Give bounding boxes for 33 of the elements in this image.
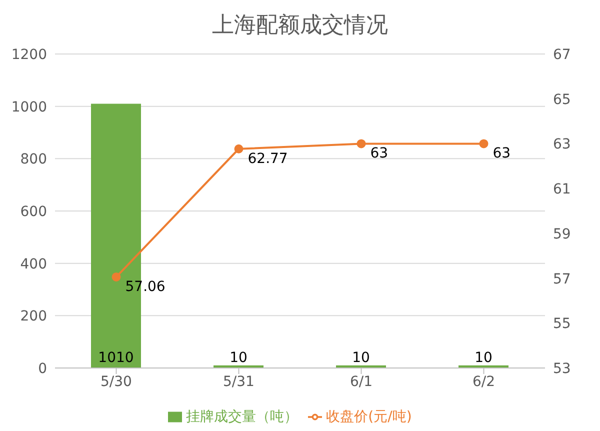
y-tick-label: 800 (20, 152, 47, 168)
data-label: 1010 (98, 350, 134, 366)
y2-tick-label: 59 (553, 226, 571, 242)
x-tick-label: 6/1 (350, 374, 373, 390)
y-tick-label: 600 (20, 204, 47, 220)
y2-tick-label: 61 (553, 182, 571, 198)
y2-tick-label: 65 (553, 92, 571, 108)
y2-tick-label: 63 (553, 136, 571, 153)
y2-tick-label: 53 (553, 360, 571, 377)
y-tick-label: 400 (20, 256, 47, 272)
point (112, 272, 121, 282)
y-tick-label: 1000 (11, 99, 47, 116)
data-label: 10 (230, 350, 248, 366)
x-tick-label: 6/2 (472, 374, 496, 390)
point (356, 139, 366, 148)
y2-tick-label: 67 (553, 46, 571, 63)
data-label: 62.77 (248, 150, 288, 167)
y-tick-label: 1200 (11, 46, 47, 63)
y2-tick-label: 57 (553, 271, 571, 288)
legend-label: 收盘价(元/吨) (326, 409, 412, 425)
x-tick-label: 5/31 (223, 374, 254, 390)
y2-tick-label: 55 (553, 316, 571, 332)
x-tick-label: 5/30 (100, 374, 132, 390)
y-tick-label: 200 (20, 308, 47, 325)
data-label: 10 (474, 350, 492, 366)
data-label: 63 (370, 146, 388, 162)
data-label: 10 (352, 350, 370, 366)
legend-label: 挂牌成交量（吨） (186, 409, 298, 425)
data-label: 63 (492, 146, 511, 162)
chart-title: 上海配额成交情况 (211, 12, 389, 40)
y-tick-label: 0 (38, 360, 47, 377)
point (479, 139, 488, 148)
point (234, 144, 244, 154)
